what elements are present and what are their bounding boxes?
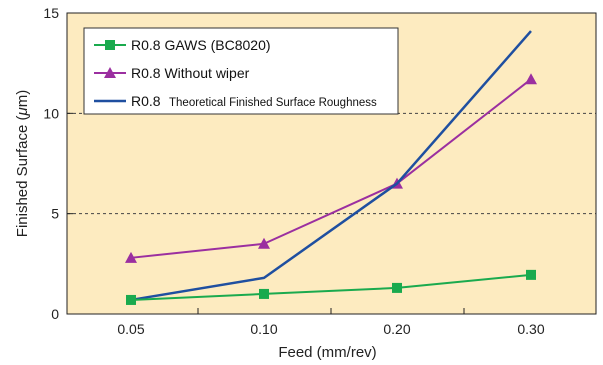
series-0 (126, 269, 536, 305)
y-axis-title: Finished Surface (μm) (14, 90, 31, 237)
legend-label-gaws: R0.8 GAWS (BC8020) (131, 37, 271, 53)
x-tick-label: 0.30 (517, 321, 544, 337)
y-tick-label: 5 (51, 206, 59, 222)
y-axis-title-suffix: m) (14, 90, 31, 108)
x-tick-label: 0.10 (250, 321, 277, 337)
tick-labels: 0 5 10 15 0.05 0.10 0.20 0.30 (43, 5, 544, 337)
legend-item-theoretical: R0.8 Theoretical Finished Surface Roughn… (94, 93, 377, 109)
x-tick-label: 0.05 (117, 321, 144, 337)
legend-marker-triangle (104, 67, 116, 78)
y-axis-title-prefix: Finished Surface ( (14, 115, 31, 237)
legend-label-theoretical-prefix: R0.8 (131, 93, 161, 109)
legend-box (83, 27, 399, 115)
x-tick-label: 0.20 (383, 321, 410, 337)
data-point (392, 282, 402, 293)
data-point (125, 251, 137, 263)
y-tick-label: 10 (43, 105, 59, 121)
y-axis-title-mu: μ (14, 107, 31, 116)
data-point (259, 288, 269, 299)
series-line (130, 30, 532, 302)
y-tick-label: 0 (51, 306, 59, 322)
legend: R0.8 GAWS (BC8020) R0.8 Without wiper R0… (83, 27, 399, 115)
series-layer (125, 30, 537, 305)
data-point (126, 294, 136, 305)
series-2 (130, 30, 532, 302)
legend-item-gaws: R0.8 GAWS (BC8020) (94, 37, 271, 53)
y-tick-label: 15 (43, 5, 59, 21)
data-point (526, 269, 536, 280)
legend-label-without-wiper: R0.8 Without wiper (131, 65, 250, 81)
axes (66, 12, 597, 315)
data-point (258, 237, 270, 249)
series-line (130, 78, 532, 259)
legend-label-theoretical-rest: Theoretical Finished Surface Roughness (169, 97, 377, 109)
legend-item-without-wiper: R0.8 Without wiper (94, 65, 250, 81)
legend-marker-square (105, 40, 115, 50)
x-axis-title: Feed (mm/rev) (278, 344, 376, 361)
data-point (525, 73, 537, 85)
series-line (130, 273, 532, 301)
